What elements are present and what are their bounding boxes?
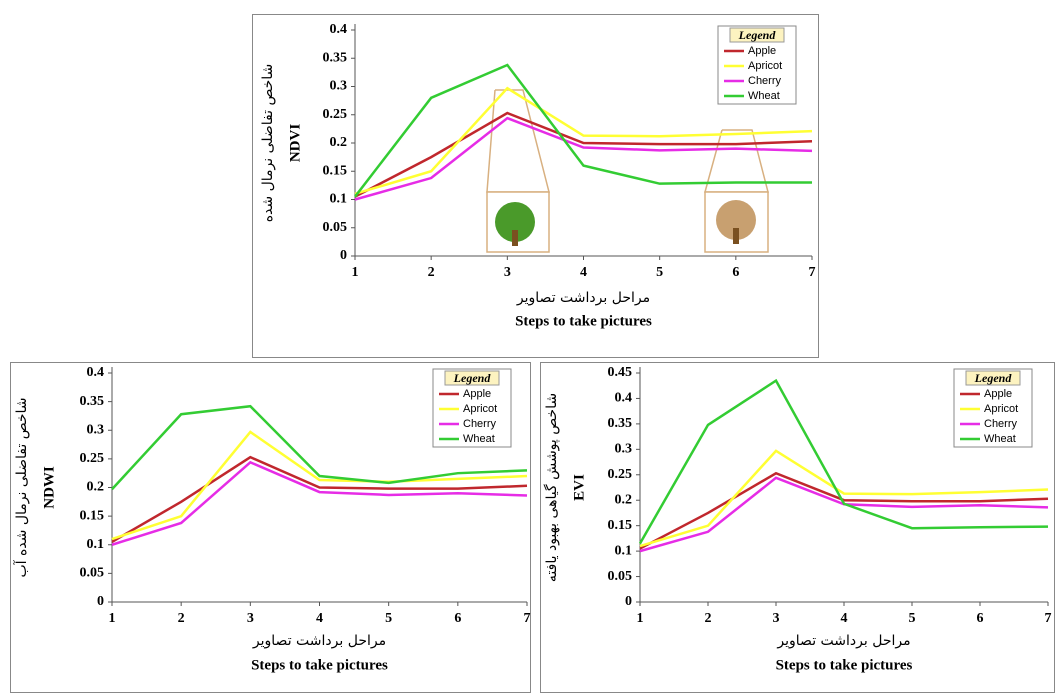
y-tick-label: 0.2 [330, 135, 348, 150]
y-tick-label: 0.35 [323, 50, 348, 65]
y-tick-label: 0.25 [608, 467, 633, 482]
x-tick-label: 5 [909, 611, 916, 626]
y-axis-label: EVI [571, 474, 587, 501]
legend-label: Cherry [984, 418, 1018, 430]
x-tick-label: 5 [656, 265, 663, 280]
x-tick-label: 3 [247, 611, 254, 626]
legend-title: Legend [738, 28, 777, 42]
y-tick-label: 0.15 [323, 163, 348, 178]
legend-label: Apple [984, 388, 1012, 400]
y-tick-label: 0.05 [608, 569, 633, 584]
legend-label: Wheat [984, 433, 1016, 445]
x-axis-label-fa: مراحل برداشت تصاویر [776, 633, 910, 649]
y-tick-label: 0.3 [615, 442, 633, 457]
y-tick-label: 0.15 [608, 518, 633, 533]
legend-label: Apricot [984, 403, 1018, 415]
x-tick-label: 2 [705, 611, 712, 626]
legend-label: Cherry [463, 418, 497, 430]
y-tick-label: 0.25 [323, 107, 348, 122]
x-tick-label: 1 [637, 611, 644, 626]
x-axis-label-fa: مراحل برداشت تصاویر [252, 633, 386, 649]
x-axis-label: Steps to take pictures [251, 657, 388, 673]
x-tick-label: 1 [109, 611, 116, 626]
x-axis-label: Steps to take pictures [515, 313, 652, 329]
legend-label: Apple [748, 45, 776, 57]
y-tick-label: 0.15 [80, 508, 105, 523]
legend-label: Apple [463, 388, 491, 400]
y-tick-label: 0.4 [87, 365, 105, 380]
y-tick-label: 0.4 [615, 391, 633, 406]
x-tick-label: 1 [352, 265, 359, 280]
y-tick-label: 0.3 [87, 422, 105, 437]
legend-label: Wheat [748, 90, 780, 102]
x-tick-label: 4 [580, 265, 587, 280]
legend-title: Legend [974, 371, 1013, 385]
y-tick-label: 0.05 [80, 566, 105, 581]
legend-label: Cherry [748, 75, 782, 87]
y-tick-label: 0.1 [330, 192, 348, 207]
x-tick-label: 6 [454, 611, 461, 626]
y-tick-label: 0 [340, 248, 347, 263]
y-tick-label: 0.1 [615, 543, 633, 558]
x-tick-label: 5 [385, 611, 392, 626]
y-tick-label: 0.1 [87, 537, 105, 552]
y-tick-label: 0.35 [608, 416, 633, 431]
y-axis-label: NDWI [41, 466, 57, 509]
x-tick-label: 3 [504, 265, 511, 280]
x-tick-label: 6 [732, 265, 739, 280]
x-tick-label: 6 [977, 611, 984, 626]
x-tick-label: 3 [773, 611, 780, 626]
x-tick-label: 7 [1045, 611, 1052, 626]
y-axis-label-fa: شاخص تفاضلی نرمال شده آب [13, 397, 30, 577]
legend-label: Apricot [463, 403, 497, 415]
figure: 00.050.10.150.20.250.30.350.41234567Lege… [0, 0, 1056, 700]
x-tick-label: 4 [316, 611, 323, 626]
y-tick-label: 0.05 [323, 220, 348, 235]
y-axis-label: NDVI [287, 124, 303, 162]
legend-title: Legend [453, 371, 492, 385]
x-tick-label: 2 [178, 611, 185, 626]
x-axis-label: Steps to take pictures [776, 657, 913, 673]
y-tick-label: 0.2 [87, 480, 105, 495]
y-tick-label: 0.4 [330, 22, 348, 37]
legend-label: Apricot [748, 60, 782, 72]
y-tick-label: 0.25 [80, 451, 105, 466]
y-tick-label: 0.45 [608, 365, 633, 380]
y-tick-label: 0 [625, 594, 632, 609]
y-axis-label-fa: شاخص پوشش گیاهی بهبود یافته [543, 393, 560, 582]
y-tick-label: 0.35 [80, 394, 105, 409]
y-tick-label: 0.2 [615, 492, 633, 507]
x-axis-label-fa: مراحل برداشت تصاویر [516, 290, 650, 306]
y-axis-label-fa: شاخص تفاضلی نرمال شده [260, 64, 276, 223]
x-tick-label: 7 [524, 611, 531, 626]
legend-label: Wheat [463, 433, 495, 445]
x-tick-label: 2 [428, 265, 435, 280]
x-tick-label: 7 [809, 265, 816, 280]
x-tick-label: 4 [841, 611, 848, 626]
y-tick-label: 0.3 [330, 79, 348, 94]
y-tick-label: 0 [97, 594, 104, 609]
